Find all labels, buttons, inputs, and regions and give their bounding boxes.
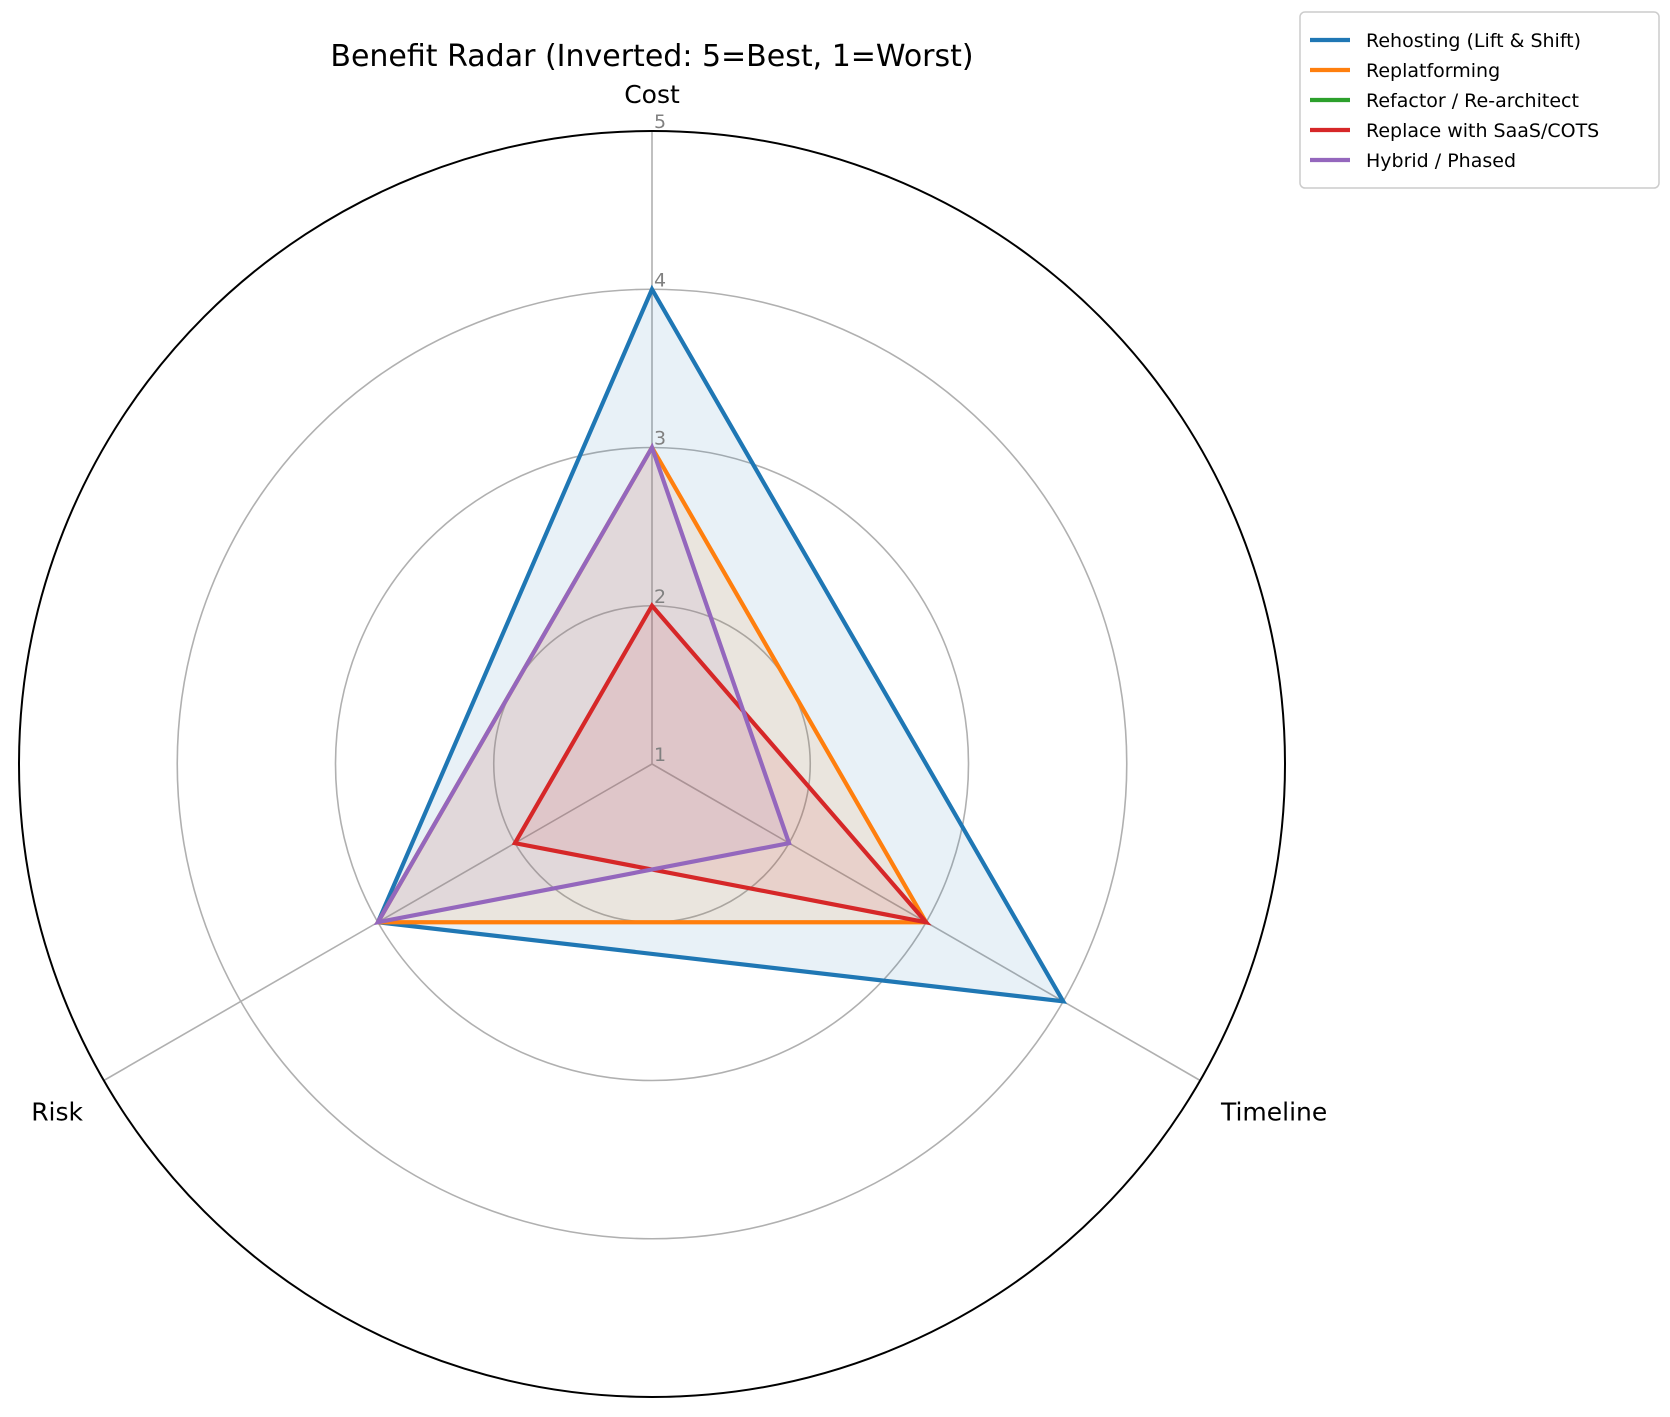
series-fill bbox=[514, 605, 927, 923]
radial-ticks: 1 2 3 4 5 bbox=[654, 111, 666, 766]
radial-tick-label: 4 bbox=[654, 269, 666, 291]
series-fill bbox=[377, 447, 927, 923]
legend: Rehosting (Lift & Shift) Replatforming Ref… bbox=[1299, 11, 1660, 189]
series-line bbox=[374, 284, 1068, 1004]
series-line bbox=[373, 442, 792, 926]
legend-entry: Replatforming bbox=[1366, 60, 1500, 82]
legend-frame bbox=[1299, 11, 1660, 189]
axis-label: Cost bbox=[624, 80, 680, 109]
axis-labels: Cost Timeline Risk bbox=[31, 80, 1327, 1127]
axis-label: Risk bbox=[31, 1098, 83, 1127]
axis-label: Timeline bbox=[1220, 1098, 1327, 1127]
legend-entry: Rehosting (Lift & Shift) bbox=[1366, 30, 1581, 52]
radial-tick-label: 3 bbox=[654, 428, 666, 450]
radar-series bbox=[373, 284, 1068, 1004]
series-line bbox=[511, 602, 932, 926]
radial-tick-label: 1 bbox=[654, 744, 666, 766]
series-fill bbox=[377, 447, 790, 923]
legend-entry: Hybrid / Phased bbox=[1366, 150, 1516, 172]
legend-entry: Replace with SaaS/COTS bbox=[1366, 120, 1599, 142]
legend-entry: Refactor / Re-architect bbox=[1366, 90, 1579, 112]
outer-frame bbox=[18, 130, 1286, 1398]
chart-title: Benefit Radar (Inverted: 5=Best, 1=Worst… bbox=[330, 39, 973, 74]
radial-tick-label: 5 bbox=[654, 111, 666, 133]
radial-tick-label: 2 bbox=[654, 586, 666, 608]
